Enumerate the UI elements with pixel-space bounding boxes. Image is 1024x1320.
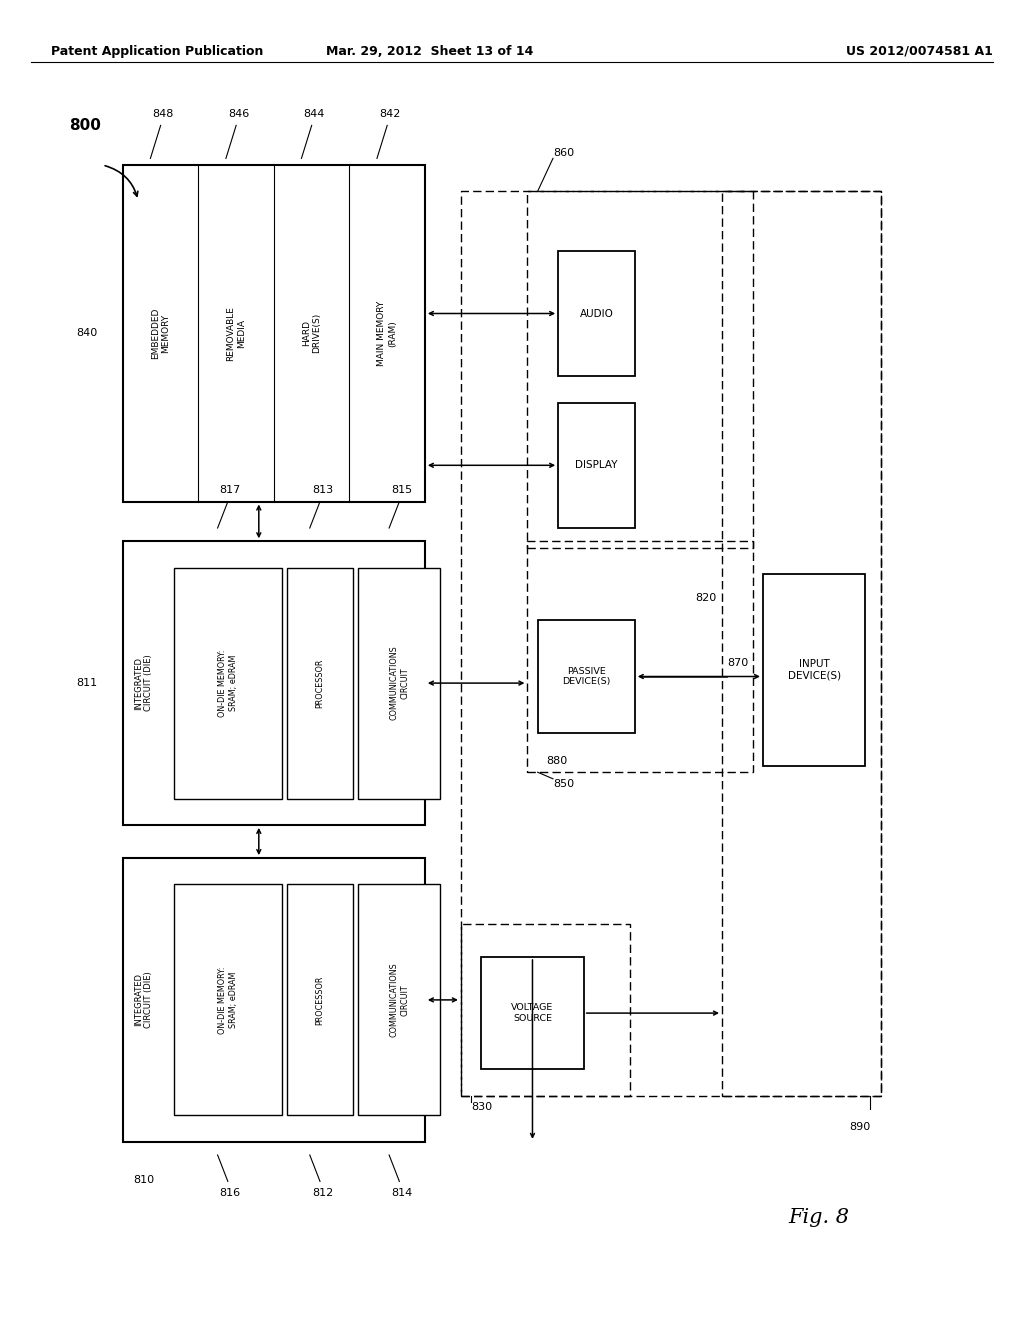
Text: MAIN MEMORY
(RAM): MAIN MEMORY (RAM) [378, 301, 397, 366]
Text: COMMUNICATIONS
CIRCUIT: COMMUNICATIONS CIRCUIT [390, 645, 409, 721]
Text: INTEGRATED
CIRCUIT (DIE): INTEGRATED CIRCUIT (DIE) [134, 655, 153, 711]
Bar [461, 191, 881, 1096]
Text: Fig. 8: Fig. 8 [788, 1208, 850, 1226]
Text: Patent Application Publication: Patent Application Publication [51, 45, 263, 58]
Text: 880: 880 [546, 755, 567, 766]
Bar [461, 924, 630, 1096]
Text: 810: 810 [133, 1175, 155, 1185]
Text: US 2012/0074581 A1: US 2012/0074581 A1 [847, 45, 993, 58]
Text: 811: 811 [76, 678, 97, 688]
Text: 846: 846 [228, 108, 249, 119]
FancyArrowPatch shape [105, 166, 138, 197]
Text: 800: 800 [69, 117, 101, 133]
Text: INPUT
DEVICE(S): INPUT DEVICE(S) [787, 659, 841, 681]
Text: 812: 812 [311, 1188, 333, 1199]
Text: ON-DIE MEMORY:
SRAM; eDRAM: ON-DIE MEMORY: SRAM; eDRAM [218, 649, 238, 717]
Text: 840: 840 [76, 329, 97, 338]
Text: 813: 813 [311, 484, 333, 495]
Bar [174, 884, 282, 1115]
Bar [558, 403, 635, 528]
Text: 820: 820 [695, 593, 717, 603]
Text: 870: 870 [727, 659, 749, 668]
Bar [174, 568, 282, 799]
Bar [287, 568, 353, 799]
Text: 814: 814 [391, 1188, 413, 1199]
Text: 848: 848 [153, 108, 174, 119]
Text: REMOVABLE
MEDIA: REMOVABLE MEDIA [226, 306, 246, 360]
Bar [123, 858, 425, 1142]
Text: HARD
DRIVE(S): HARD DRIVE(S) [302, 313, 322, 354]
Text: 842: 842 [379, 108, 400, 119]
Text: 830: 830 [471, 1102, 493, 1113]
Text: PROCESSOR: PROCESSOR [315, 659, 325, 708]
Bar [123, 541, 425, 825]
Text: PASSIVE
DEVICE(S): PASSIVE DEVICE(S) [562, 667, 610, 686]
Bar [763, 574, 865, 766]
Text: 860: 860 [553, 148, 574, 158]
Bar [481, 957, 584, 1069]
Bar [287, 884, 353, 1115]
Text: AUDIO: AUDIO [580, 309, 613, 318]
Text: EMBEDDED
MEMORY: EMBEDDED MEMORY [151, 308, 170, 359]
Text: 850: 850 [553, 779, 574, 789]
Text: 815: 815 [391, 484, 413, 495]
Bar [527, 191, 753, 548]
Bar [527, 541, 753, 772]
Bar [358, 568, 440, 799]
Bar [558, 251, 635, 376]
Bar [722, 191, 881, 1096]
Text: 890: 890 [849, 1122, 870, 1133]
Text: Mar. 29, 2012  Sheet 13 of 14: Mar. 29, 2012 Sheet 13 of 14 [327, 45, 534, 58]
Text: DISPLAY: DISPLAY [575, 461, 617, 470]
Text: 844: 844 [303, 108, 325, 119]
Bar [358, 884, 440, 1115]
Text: INTEGRATED
CIRCUIT (DIE): INTEGRATED CIRCUIT (DIE) [134, 972, 153, 1028]
Text: 816: 816 [219, 1188, 241, 1199]
Bar [538, 620, 635, 733]
Text: COMMUNICATIONS
CIRCUIT: COMMUNICATIONS CIRCUIT [390, 962, 409, 1038]
Text: PROCESSOR: PROCESSOR [315, 975, 325, 1024]
Bar [123, 165, 425, 502]
Text: ON-DIE MEMORY:
SRAM; eDRAM: ON-DIE MEMORY: SRAM; eDRAM [218, 966, 238, 1034]
Text: VOLTAGE
SOURCE: VOLTAGE SOURCE [511, 1003, 554, 1023]
Text: 817: 817 [219, 484, 241, 495]
